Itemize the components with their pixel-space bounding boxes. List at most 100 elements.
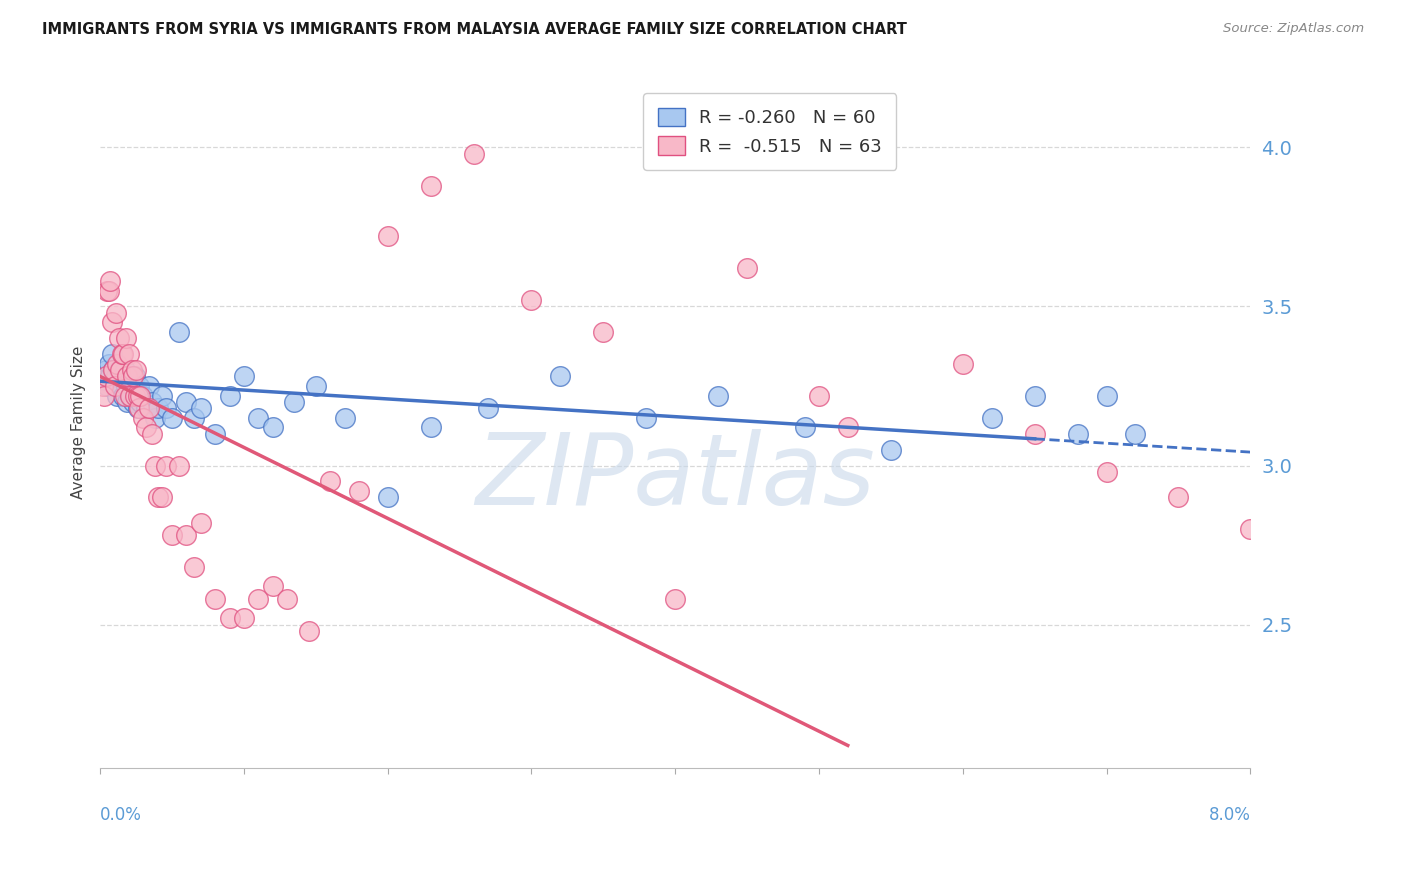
Point (837, 420, 859, 434)
Point (110, 363, 132, 377)
Point (115, 331, 138, 345)
Point (952, 357, 974, 371)
Point (91, 379, 114, 393)
Point (419, 420, 441, 434)
Point (333, 410, 356, 425)
Point (105, 357, 128, 371)
Legend: R = -0.260   N = 60, R =  -0.515   N = 63: R = -0.260 N = 60, R = -0.515 N = 63 (643, 94, 896, 170)
Point (98, 369, 121, 384)
Point (146, 491, 169, 505)
Point (128, 401, 150, 416)
Point (377, 229, 399, 244)
Point (124, 369, 146, 384)
Point (129, 395, 152, 409)
Point (548, 369, 571, 384)
Point (664, 592, 686, 607)
Point (1239, 522, 1261, 536)
Point (124, 388, 146, 402)
Point (118, 347, 141, 361)
Point (132, 410, 155, 425)
Y-axis label: Average Family Size: Average Family Size (72, 346, 86, 500)
Point (121, 363, 143, 377)
Point (218, 611, 240, 625)
Point (143, 458, 166, 473)
Point (141, 426, 163, 441)
Point (305, 379, 328, 393)
Point (111, 347, 134, 361)
Point (283, 395, 305, 409)
Point (93, 388, 115, 402)
Point (120, 388, 142, 402)
Text: IMMIGRANTS FROM SYRIA VS IMMIGRANTS FROM MALAYSIA AVERAGE FAMILY SIZE CORRELATIO: IMMIGRANTS FROM SYRIA VS IMMIGRANTS FROM… (42, 22, 907, 37)
Point (125, 388, 148, 402)
Point (150, 388, 173, 402)
Point (96, 379, 118, 393)
Point (104, 306, 127, 320)
Point (592, 325, 614, 339)
Point (1067, 426, 1090, 441)
Point (262, 420, 284, 434)
Point (138, 401, 160, 416)
Point (247, 592, 270, 607)
Point (419, 178, 441, 193)
Text: ZIPatlas: ZIPatlas (475, 429, 875, 526)
Point (204, 592, 226, 607)
Point (100, 347, 122, 361)
Point (112, 347, 135, 361)
Point (204, 426, 226, 441)
Point (100, 315, 122, 329)
Point (103, 379, 125, 393)
Point (127, 401, 149, 416)
Point (160, 528, 183, 542)
Point (1095, 388, 1118, 402)
Point (141, 395, 163, 409)
Point (247, 410, 270, 425)
Point (97, 357, 120, 371)
Point (101, 363, 124, 377)
Point (97, 284, 120, 298)
Point (1167, 491, 1189, 505)
Point (1024, 426, 1046, 441)
Point (114, 363, 136, 377)
Point (155, 401, 177, 416)
Point (793, 420, 815, 434)
Point (520, 293, 543, 307)
Point (707, 388, 730, 402)
Point (114, 388, 136, 402)
Point (232, 611, 254, 625)
Point (111, 369, 134, 384)
Point (138, 379, 160, 393)
Point (112, 388, 135, 402)
Text: 8.0%: 8.0% (1209, 805, 1250, 823)
Point (377, 491, 399, 505)
Point (127, 388, 149, 402)
Point (190, 516, 212, 530)
Point (117, 369, 139, 384)
Point (190, 401, 212, 416)
Point (103, 379, 125, 393)
Point (262, 579, 284, 593)
Point (167, 325, 190, 339)
Point (218, 388, 240, 402)
Point (104, 369, 127, 384)
Point (463, 146, 485, 161)
Point (297, 624, 319, 638)
Point (122, 369, 145, 384)
Point (980, 410, 1002, 425)
Point (120, 388, 142, 402)
Point (1123, 426, 1146, 441)
Point (183, 410, 205, 425)
Point (132, 388, 155, 402)
Point (347, 483, 370, 498)
Point (155, 458, 177, 473)
Point (143, 410, 166, 425)
Point (108, 331, 131, 345)
Point (276, 592, 298, 607)
Point (880, 442, 903, 457)
Point (129, 388, 152, 402)
Text: 0.0%: 0.0% (100, 805, 142, 823)
Point (176, 528, 198, 542)
Point (636, 410, 658, 425)
Point (167, 458, 190, 473)
Point (146, 401, 169, 416)
